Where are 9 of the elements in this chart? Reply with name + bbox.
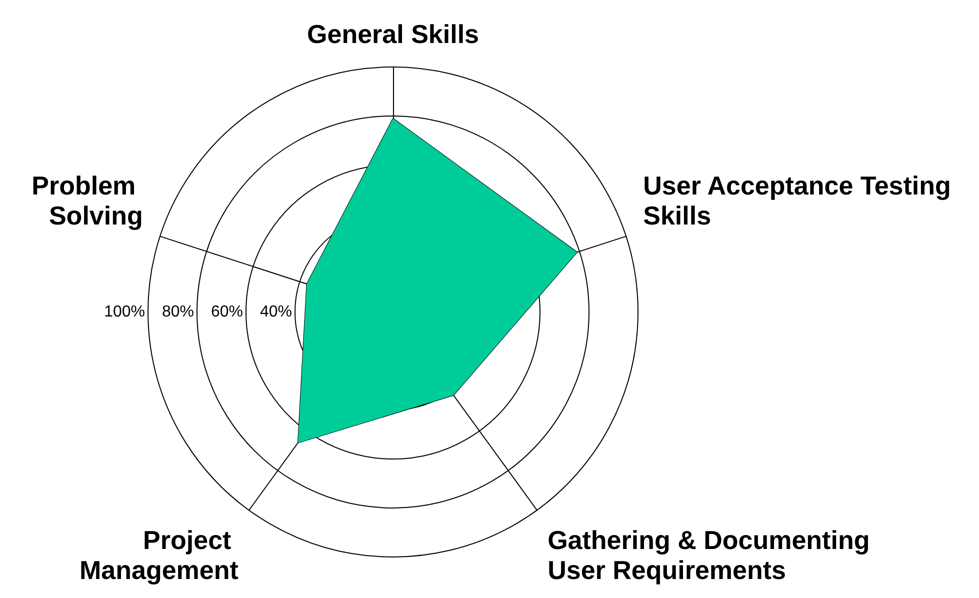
y-tick-label: 80% bbox=[162, 304, 194, 320]
spoke-label: Problem Solving bbox=[32, 170, 143, 231]
y-tick-label: 60% bbox=[210, 304, 243, 320]
y-tick-label: 100% bbox=[104, 304, 145, 320]
spoke-label: Gathering & Documenting User Requirements bbox=[548, 524, 877, 585]
y-tick-label: 40% bbox=[260, 304, 292, 320]
spoke-label: General Skills bbox=[307, 19, 479, 49]
spoke-label: Project Management bbox=[79, 524, 239, 585]
spoke-label: User Acceptance Testing Skills bbox=[643, 170, 958, 231]
